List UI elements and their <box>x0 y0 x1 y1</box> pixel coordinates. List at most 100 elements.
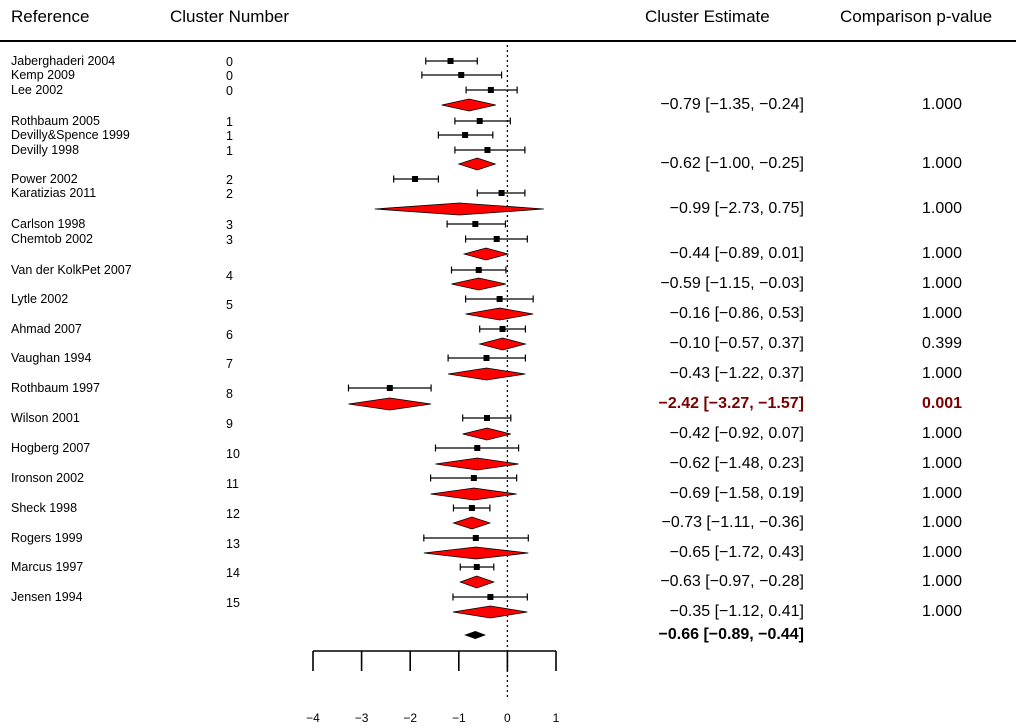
cluster-diamond <box>374 202 544 216</box>
study-point <box>468 505 475 511</box>
cluster-diamond <box>465 307 534 321</box>
cluster-estimate-label: −0.63 [−0.97, −0.28] <box>660 573 804 590</box>
study-label: Marcus 1997 <box>11 560 84 574</box>
cluster-diamond <box>348 397 432 411</box>
study-label: Ironson 2002 <box>11 471 84 485</box>
study-point <box>487 594 494 600</box>
cluster-p-value: 1.000 <box>922 544 963 561</box>
header-cluster-estimate: Cluster Estimate <box>645 7 770 26</box>
cluster-number: 4 <box>226 269 233 283</box>
study-point <box>475 267 482 273</box>
study-point <box>498 190 505 196</box>
cluster-p-value: 1.000 <box>922 305 963 322</box>
cluster-p-value: 1.000 <box>922 485 963 502</box>
study-label: Karatizias 2011 <box>11 186 97 200</box>
x-axis-tick-label: 0 <box>504 711 511 725</box>
cluster-number: 1 <box>226 115 233 129</box>
cluster-number: 0 <box>226 84 233 98</box>
cluster-diamond <box>452 516 492 530</box>
cluster-estimate-label: −0.10 [−0.57, 0.37] <box>669 335 804 352</box>
study-label: Jaberghaderi 2004 <box>11 54 116 68</box>
cluster-diamond <box>423 546 529 560</box>
header-rule <box>0 40 1016 42</box>
cluster-estimate-label: −0.59 [−1.15, −0.03] <box>660 275 804 292</box>
cluster-p-value: 1.000 <box>922 275 963 292</box>
cluster-number: 0 <box>226 69 233 83</box>
cluster-p-value: 1.000 <box>922 245 963 262</box>
study-label: Rogers 1999 <box>11 531 83 545</box>
study-label: Lytle 2002 <box>11 292 69 306</box>
study-point <box>447 58 454 64</box>
study-point <box>386 385 393 391</box>
cluster-number: 2 <box>226 173 233 187</box>
cluster-diamond <box>448 367 526 381</box>
overall-diamond <box>464 631 487 639</box>
cluster-estimate-label: −0.44 [−0.89, 0.01] <box>669 245 804 262</box>
study-label: Ahmad 2007 <box>11 322 82 336</box>
study-point <box>483 355 490 361</box>
study-point <box>472 221 479 227</box>
cluster-number: 7 <box>226 357 233 371</box>
overall-estimate-label: −0.66 [−0.89, −0.44] <box>658 626 804 643</box>
study-point <box>484 147 491 153</box>
cluster-number: 2 <box>226 187 233 201</box>
study-label: Wilson 2001 <box>11 411 80 425</box>
study-label: Rothbaum 1997 <box>11 381 100 395</box>
study-label: Carlson 1998 <box>11 217 86 231</box>
cluster-p-value: 1.000 <box>922 365 963 382</box>
cluster-p-value: 1.000 <box>922 603 963 620</box>
header-cluster-number: Cluster Number <box>170 7 290 26</box>
cluster-number: 15 <box>226 596 240 610</box>
cluster-p-value: 1.000 <box>922 155 963 172</box>
header-reference: Reference <box>11 7 90 26</box>
cluster-number: 5 <box>226 298 233 312</box>
header-comparison-p-value: Comparison p-value <box>840 7 993 26</box>
cluster-number: 3 <box>226 218 233 232</box>
cluster-estimate-label: −0.62 [−1.48, 0.23] <box>669 455 804 472</box>
cluster-diamond <box>462 427 511 441</box>
study-label: Rothbaum 2005 <box>11 114 100 128</box>
cluster-number: 3 <box>226 233 233 247</box>
cluster-number: 11 <box>226 477 239 491</box>
cluster-estimate-label: −0.16 [−0.86, 0.53] <box>669 305 804 322</box>
study-point <box>493 236 500 242</box>
cluster-number: 9 <box>226 417 233 431</box>
study-point <box>462 132 469 138</box>
cluster-p-value: 0.001 <box>922 395 963 412</box>
study-label: Power 2002 <box>11 172 78 186</box>
cluster-diamond <box>452 605 528 619</box>
study-label: Chemtob 2002 <box>11 232 94 246</box>
cluster-estimate-label: −0.65 [−1.72, 0.43] <box>669 544 804 561</box>
study-point <box>487 87 494 93</box>
cluster-p-value: 1.000 <box>922 96 963 113</box>
cluster-p-value: 0.399 <box>922 335 963 352</box>
study-label: Lee 2002 <box>11 83 64 97</box>
cluster-estimate-label: −2.42 [−3.27, −1.57] <box>658 395 804 412</box>
cluster-p-value: 1.000 <box>922 425 963 442</box>
study-point <box>458 72 465 78</box>
cluster-number: 0 <box>226 55 233 69</box>
cluster-number: 10 <box>226 447 240 461</box>
cluster-number: 14 <box>226 566 240 580</box>
cluster-diamond <box>462 247 510 261</box>
cluster-diamond <box>478 337 527 351</box>
cluster-diamond <box>441 98 496 112</box>
x-axis-tick-label: −3 <box>355 711 369 725</box>
cluster-estimate-label: −0.69 [−1.58, 0.19] <box>669 485 804 502</box>
study-point <box>473 564 480 570</box>
cluster-p-value: 1.000 <box>922 200 963 217</box>
study-label: Van der KolkPet 2007 <box>11 263 132 277</box>
cluster-number: 13 <box>226 537 240 551</box>
x-axis-tick-label: −4 <box>306 711 320 725</box>
study-label: Jensen 1994 <box>11 590 83 604</box>
cluster-p-value: 1.000 <box>922 573 963 590</box>
cluster-diamond <box>451 277 507 291</box>
cluster-diamond <box>435 457 519 471</box>
study-point <box>496 296 503 302</box>
x-axis-tick-label: 1 <box>553 711 560 725</box>
cluster-diamond <box>457 157 497 171</box>
x-axis-tick-label: −2 <box>403 711 417 725</box>
study-label: Devilly 1998 <box>11 143 80 157</box>
study-point <box>476 118 483 124</box>
